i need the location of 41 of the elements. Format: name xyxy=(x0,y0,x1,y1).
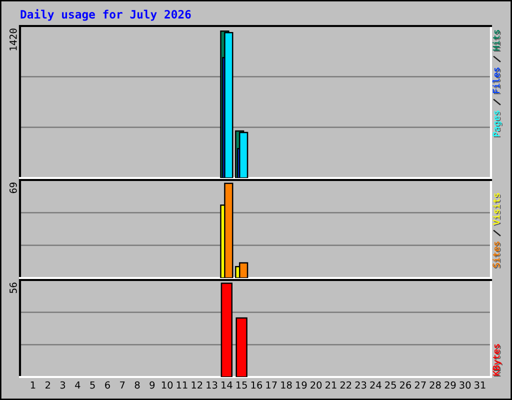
text: Visits xyxy=(492,193,501,226)
x-tick-label: 27 xyxy=(414,381,426,389)
x-tick-label: 30 xyxy=(460,381,471,389)
x-tick-label: 19 xyxy=(296,381,307,389)
x-tick-label: 25 xyxy=(385,381,396,389)
text: Files xyxy=(492,68,501,94)
text: 1420 xyxy=(9,28,17,50)
x-tick-label: 31 xyxy=(474,381,486,389)
x-tick-label: 6 xyxy=(105,381,110,389)
text: 56 xyxy=(9,282,17,294)
x-tick-label: 20 xyxy=(310,381,322,389)
x-tick-label: 3 xyxy=(60,381,66,389)
text: Hits xyxy=(492,30,501,52)
x-tick-label: 21 xyxy=(325,381,336,389)
text: 69 xyxy=(9,182,17,194)
x-tick-label: 14 xyxy=(222,381,232,389)
x-tick-label: 9 xyxy=(150,381,155,389)
x-tick-label: 16 xyxy=(251,381,262,389)
x-tick-label: 26 xyxy=(400,381,412,389)
text: KBytes xyxy=(492,344,503,377)
x-tick-label: 7 xyxy=(120,381,125,389)
x-tick-label: 22 xyxy=(340,381,352,389)
text: Sites xyxy=(492,242,501,268)
x-tick-label: 15 xyxy=(236,381,247,389)
x-tick-label: 2 xyxy=(45,381,50,389)
x-tick-label: 1 xyxy=(30,381,36,389)
x-tick-label: 23 xyxy=(355,381,366,389)
x-tick-label: 8 xyxy=(134,381,140,389)
x-tick-label: 4 xyxy=(75,381,80,389)
x-tick-label: 10 xyxy=(162,381,173,389)
x-tick-label: 28 xyxy=(430,381,441,389)
x-tick-label: 18 xyxy=(281,381,292,389)
x-tick-label: 17 xyxy=(266,381,277,389)
x-tick-label: 24 xyxy=(370,381,382,389)
x-tick-label: 29 xyxy=(444,381,456,389)
x-tick-label: 13 xyxy=(206,381,218,389)
x-tick-label: 5 xyxy=(90,381,95,389)
x-tick-label: 12 xyxy=(192,381,202,389)
text: Pages xyxy=(492,110,503,138)
chart-title: Daily usage for July 2026 xyxy=(20,9,191,21)
x-tick-label: 11 xyxy=(176,381,188,389)
